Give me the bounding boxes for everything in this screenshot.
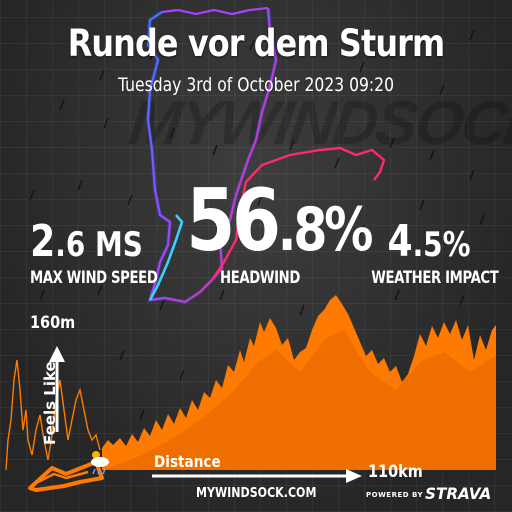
weather-impact-stat: 4.5% WEATHER IMPACT: [355, 220, 503, 289]
weather-impact-integer: 4: [387, 216, 413, 267]
headwind-value: 56.8%: [186, 171, 373, 271]
total-distance-label: 110km: [368, 462, 423, 482]
max-wind-speed-decimal: .6 MS: [55, 225, 143, 265]
cloud-sun-rain-icon: [91, 451, 109, 475]
weather-impact-label: WEATHER IMPACT: [371, 268, 499, 288]
headwind-integer: 56: [186, 171, 281, 271]
weather-impact-value: 4.5%: [368, 220, 489, 264]
weather-impact-decimal: .5%: [412, 225, 471, 265]
y-axis-label: Feels Like: [41, 361, 59, 445]
powered-by-text: POWERED BY: [366, 491, 424, 499]
headwind-decimal: .8%: [277, 195, 374, 265]
elevation-max-label: 160m: [30, 313, 76, 333]
mywindsock-link[interactable]: MYWINDSOCK.COM: [196, 486, 317, 501]
max-wind-speed-value: 2.6 MS: [27, 220, 146, 264]
x-axis-arrow: [152, 469, 362, 483]
feels-like-line: [5, 359, 101, 471]
y-axis-arrow: [49, 346, 65, 432]
max-wind-speed-integer: 2: [30, 216, 56, 267]
headwind-stat: 56.8% HEADWIND: [170, 171, 373, 288]
activity-datetime: Tuesday 3rd of October 2023 09:20: [117, 74, 395, 96]
max-wind-speed-stat: 2.6 MS MAX WIND SPEED: [14, 220, 159, 289]
bike-icon: [28, 460, 104, 492]
strava-logo: STRAVA: [425, 484, 492, 503]
max-wind-speed-label: MAX WIND SPEED: [29, 268, 158, 288]
x-axis-label: Distance: [154, 452, 221, 471]
activity-title: Runde vor dem Sturm: [67, 22, 445, 65]
headwind-label: HEADWIND: [220, 268, 300, 288]
